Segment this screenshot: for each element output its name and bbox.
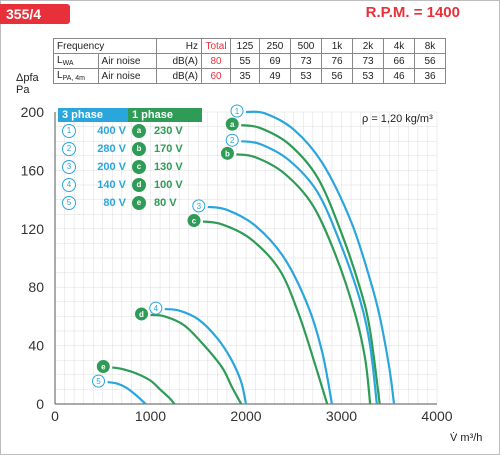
curve-marker-icon: d [132,178,146,192]
legend-one-phase: 1 phase a 230 V b 170 V c 130 V d 100 V e 80 … [128,108,202,212]
curve-marker-a [225,117,239,131]
curve-1 [245,110,396,405]
row-label: Air noise [97,53,158,69]
x-tick-label: 2000 [230,408,261,424]
legend-one-phase-title: 1 phase [128,108,202,122]
curve-marker-label-5: 5 [96,377,101,386]
y-tick-label: 80 [28,279,44,295]
legend-item: 4 140 V [58,176,128,194]
noise-table-header: Frequency Hz Total 125 250 500 1k 2k 4k … [53,38,446,54]
row-cell: 36 [414,68,446,84]
x-tick-label: 3000 [326,408,357,424]
x-axis-label: V̇ m³/h [450,432,483,444]
curve-marker-label-c: c [192,217,197,226]
legend-item: b 170 V [128,140,202,158]
density-note: ρ = 1,20 kg/m³ [362,113,433,125]
legend-item: 3 200 V [58,158,128,176]
tick-labels: 0 1000 2000 3000 4000 0 40 80 120 160 200 [21,104,453,424]
curve-marker-3 [192,199,206,213]
curve-c [202,220,329,405]
row-cell: 56 [414,53,446,69]
noise-table: Frequency Hz Total 125 250 500 1k 2k 4k … [53,38,446,84]
curve-2 [241,140,378,405]
curve-marker-b [220,146,234,160]
legend-three-phase: 3 phase 1 400 V 2 280 V 3 200 V 4 140 V 5 80 … [58,108,128,212]
y-tick-label: 200 [21,104,45,120]
curve-marker-icon: 4 [62,178,76,192]
curve-marker-icon: 1 [62,124,76,138]
curve-5 [107,381,147,405]
legend-item: 2 280 V [58,140,128,158]
row-cell: 56 [321,68,353,84]
curve-b [236,153,372,405]
curve-marker-icon: 3 [62,160,76,174]
noise-row-lwa: LWA Air noise dB(A) 80 55 69 73 76 73 66… [53,53,446,69]
curve-marker-icon: 5 [62,196,76,210]
row-label: Air noise [97,68,158,84]
curve-3 [207,205,334,405]
curve-marker-label-e: e [101,363,106,372]
y-tick-label: 40 [28,338,44,354]
model-badge: 355/4 [0,4,70,24]
curve-a [241,124,381,405]
legend-item: a 230 V [128,122,202,140]
curve-marker-label-4: 4 [154,304,159,313]
legend-voltage: 280 V [97,143,126,155]
x-tick-label: 1000 [135,408,166,424]
legend-three-phase-title: 3 phase [58,108,128,122]
y-axis-label-top: Δpfa [16,72,39,84]
curve-marker-label-b: b [225,149,230,158]
legend-voltage: 140 V [97,179,126,191]
legend-item: 1 400 V [58,122,128,140]
legend-item: e 80 V [128,194,202,212]
curve-marker-icon: 2 [62,142,76,156]
curve-marker-label-3: 3 [197,202,202,211]
legend-voltage: 80 V [154,197,177,209]
legend-voltage: 100 V [154,179,183,191]
curve-d [150,313,243,405]
curves [107,110,396,405]
curve-marker-5 [92,374,106,388]
curve-marker-icon: c [132,160,146,174]
y-axis-label-unit: Pa [16,84,30,96]
curve-marker-1 [230,104,244,118]
curve-marker-label-1: 1 [235,107,240,116]
row-cell: 49 [259,68,291,84]
curve-marker-label-2: 2 [230,136,235,145]
legend-item: d 100 V [128,176,202,194]
curve-e [112,366,176,405]
legend-item: c 130 V [128,158,202,176]
row-symbol: LWA [53,53,99,69]
curve-marker-4 [149,301,163,315]
curve-marker-icon: e [132,196,146,210]
legend-voltage: 400 V [97,125,126,137]
noise-row-lpa: LPA, 4m Air noise dB(A) 60 35 49 53 56 5… [53,68,446,84]
curve-marker-d [135,307,148,321]
y-axis-label: Δpfa Pa [16,72,39,96]
curve-marker-e [96,360,110,373]
legend-voltage: 130 V [154,161,183,173]
y-tick-label: 160 [21,162,45,178]
x-tick-label: 0 [51,408,59,424]
curve-4 [164,308,248,405]
legend-voltage: 80 V [103,197,126,209]
rpm-label: R.P.M. = 1400 [365,4,460,21]
legend-voltage: 170 V [154,143,183,155]
legend-voltage: 200 V [97,161,126,173]
curve-marker-label-a: a [230,120,235,129]
curve-marker-label-d: d [139,310,144,319]
curve-marker-icon: b [132,142,146,156]
curve-marker-2 [225,133,239,147]
curve-marker-c [187,214,201,227]
curve-marker-icon: a [132,124,146,138]
x-tick-label: 4000 [421,408,452,424]
y-tick-label: 120 [21,221,45,237]
legend-voltage: 230 V [154,125,183,137]
y-tick-label: 0 [36,396,44,412]
legend-item: 5 80 V [58,194,128,212]
